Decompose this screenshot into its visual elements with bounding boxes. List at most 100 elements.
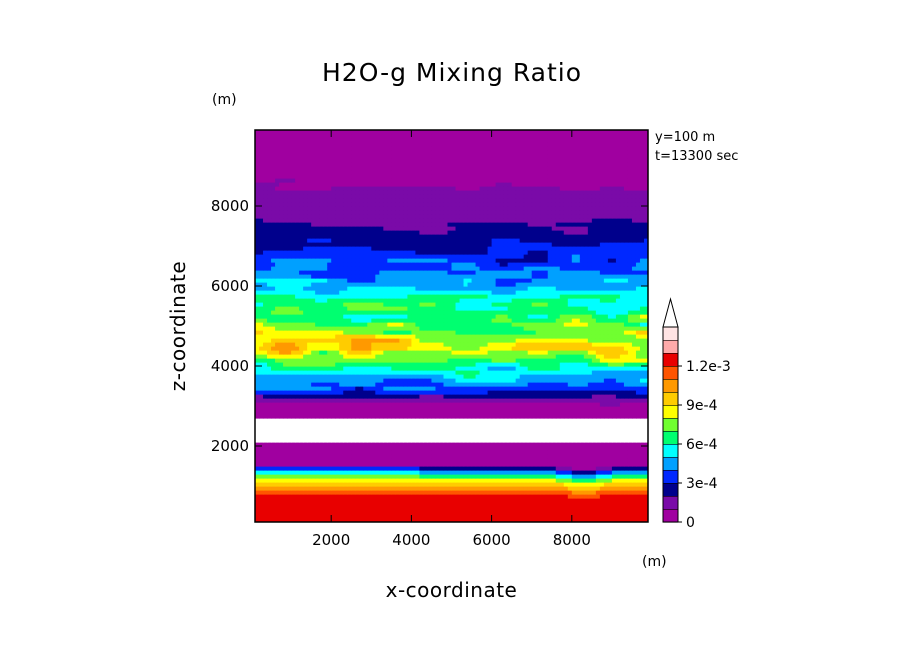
heatmap-cell [347, 370, 352, 375]
heatmap-cell [427, 502, 433, 507]
heatmap-cell [435, 370, 441, 375]
heatmap-cell [635, 474, 641, 479]
heatmap-cell [467, 406, 473, 411]
heatmap-cell [327, 442, 332, 447]
heatmap-cell [467, 490, 473, 495]
heatmap-cell [375, 486, 380, 491]
heatmap-cell [507, 374, 513, 379]
heatmap-cell [583, 346, 589, 351]
heatmap-cell [355, 422, 360, 427]
heatmap-cell [619, 470, 625, 475]
heatmap-cell [311, 358, 316, 363]
heatmap-cell [331, 502, 336, 507]
heatmap-cell [531, 406, 537, 411]
heatmap-cell [539, 434, 545, 439]
heatmap-cell [311, 446, 316, 451]
heatmap-cell [439, 454, 445, 459]
heatmap-cell [359, 402, 364, 407]
heatmap-cell [523, 406, 529, 411]
heatmap-cell [475, 426, 481, 431]
heatmap-cell [327, 462, 332, 467]
heatmap-cell [607, 502, 613, 507]
heatmap-cell [591, 478, 597, 483]
heatmap-cell [267, 346, 272, 351]
heatmap-cell [367, 386, 372, 391]
heatmap-cell [479, 498, 485, 503]
heatmap-cell [255, 442, 260, 447]
heatmap-cell [487, 518, 493, 522]
heatmap-cell [567, 342, 573, 347]
heatmap-cell [463, 346, 469, 351]
heatmap-cell [335, 506, 340, 511]
heatmap-cell [267, 342, 272, 347]
heatmap-cell [563, 434, 569, 439]
heatmap-cell [379, 450, 384, 455]
heatmap-cell [627, 426, 633, 431]
heatmap-cell [483, 466, 489, 471]
heatmap-cell [471, 502, 477, 507]
heatmap-cell [467, 478, 473, 483]
heatmap-cell [559, 330, 565, 335]
heatmap-cell [531, 418, 537, 423]
heatmap-cell [363, 462, 368, 467]
heatmap-cell [367, 398, 372, 403]
heatmap-cell [583, 406, 589, 411]
heatmap-cell [283, 498, 288, 503]
heatmap-cell [603, 450, 609, 455]
heatmap-cell [263, 498, 268, 503]
heatmap-cell [351, 338, 356, 343]
heatmap-cell [443, 446, 449, 451]
heatmap-cell [399, 382, 404, 387]
heatmap-cell [515, 338, 521, 343]
heatmap-cell [327, 346, 332, 351]
heatmap-cell [379, 494, 384, 499]
heatmap-cell [355, 382, 360, 387]
heatmap-cell [587, 374, 593, 379]
heatmap-cell [447, 510, 453, 515]
heatmap-cell [543, 518, 549, 522]
heatmap-cell [311, 354, 316, 359]
heatmap-cell [295, 410, 300, 415]
heatmap-cell [331, 350, 336, 355]
heatmap-cell [631, 402, 637, 407]
heatmap-cell [479, 446, 485, 451]
heatmap-cell [399, 470, 404, 475]
heatmap-cell [363, 390, 368, 395]
heatmap-cell [483, 430, 489, 435]
heatmap-cell [543, 470, 549, 475]
heatmap-cell [439, 338, 445, 343]
heatmap-cell [523, 430, 529, 435]
heatmap-cell [467, 450, 473, 455]
heatmap-cell [635, 450, 641, 455]
heatmap-cell [403, 382, 408, 387]
heatmap-cell [423, 362, 429, 367]
heatmap-cell [535, 422, 541, 427]
heatmap-cell [343, 514, 348, 519]
heatmap-cell [387, 402, 392, 407]
heatmap-cell [491, 342, 497, 347]
heatmap-cell [639, 466, 645, 471]
heatmap-cell [463, 458, 469, 463]
heatmap-cell [331, 466, 336, 471]
heatmap-cell [279, 458, 284, 463]
heatmap-cell [623, 442, 629, 447]
heatmap-cell [347, 338, 352, 343]
heatmap-cell [559, 518, 565, 522]
heatmap-cell [527, 514, 533, 519]
heatmap-cell [379, 390, 384, 395]
heatmap-cell [643, 470, 648, 475]
heatmap-cell [355, 478, 360, 483]
heatmap-cell [427, 510, 433, 515]
heatmap-cell [415, 490, 421, 495]
heatmap-cell [355, 486, 360, 491]
heatmap-cell [459, 326, 465, 331]
heatmap-cell [355, 438, 360, 443]
heatmap-cell [351, 430, 356, 435]
heatmap-cell [579, 394, 585, 399]
heatmap-cell [495, 382, 501, 387]
heatmap-cell [267, 318, 272, 323]
heatmap-cell [291, 414, 296, 419]
heatmap-cell [375, 518, 380, 522]
heatmap-cell [635, 434, 641, 439]
heatmap-cell [547, 494, 553, 499]
